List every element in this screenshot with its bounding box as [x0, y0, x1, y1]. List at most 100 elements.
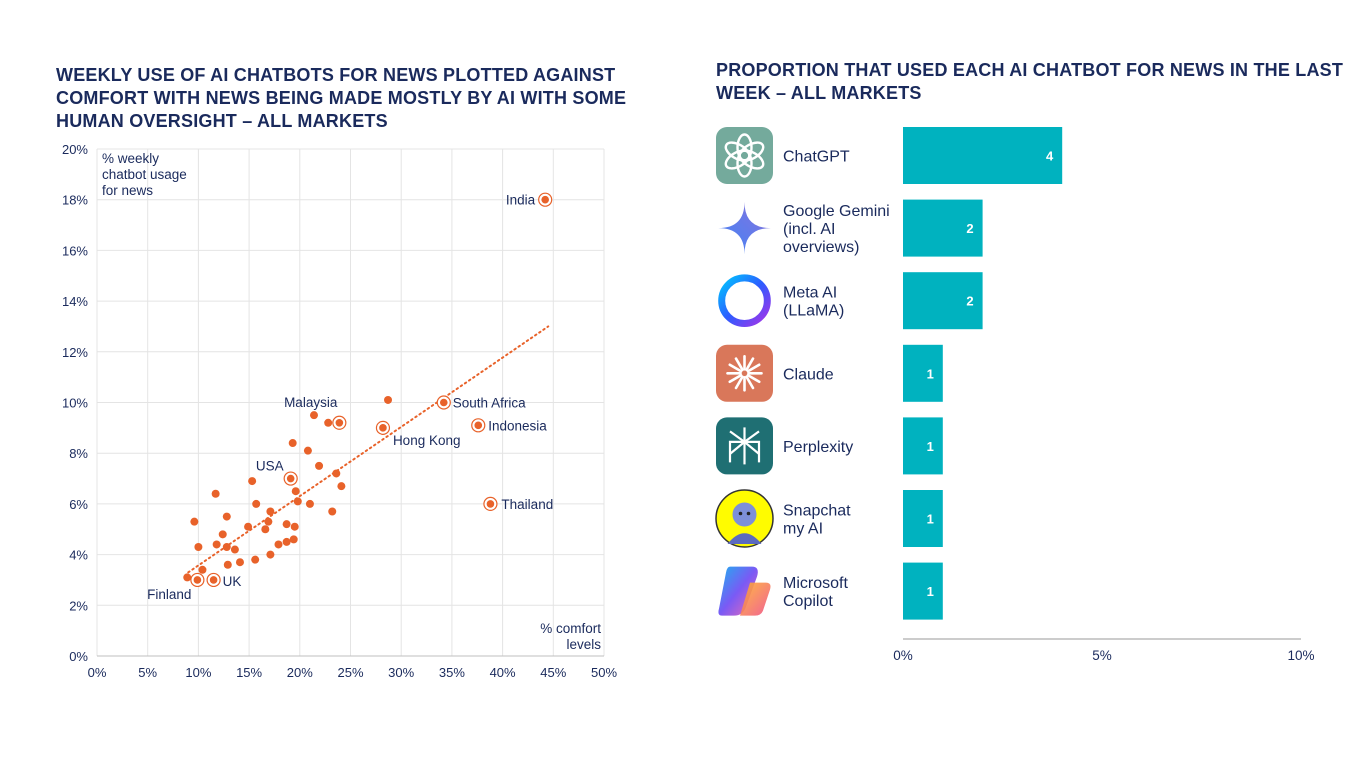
bar-chart-title: PROPORTION THAT USED EACH AI CHATBOT FOR…: [716, 60, 1344, 103]
data-point: [291, 487, 300, 496]
data-point: [198, 565, 207, 574]
bar-category-label: ChatGPT: [783, 149, 850, 166]
data-point: [337, 482, 346, 491]
x-tick-label: 0%: [88, 665, 107, 680]
y-tick-label: 10%: [62, 396, 88, 411]
bar-category-label: overviews): [783, 239, 859, 256]
data-point: [235, 558, 244, 567]
highlighted-point: [286, 474, 295, 483]
point-label: Finland: [147, 587, 191, 602]
perplexity-icon: [716, 417, 773, 475]
point-label: South Africa: [453, 396, 526, 411]
bar-category-label: Claude: [783, 366, 834, 383]
x-tick-label: 35%: [439, 665, 465, 680]
point-label: UK: [223, 574, 242, 589]
bar-value-label: 1: [927, 439, 934, 454]
y-tick-label: 16%: [62, 243, 88, 258]
highlighted-point: [486, 500, 495, 508]
trendline: [187, 325, 550, 574]
chatgpt-icon: [716, 127, 773, 184]
data-point: [293, 497, 302, 506]
data-point: [305, 499, 314, 508]
gemini-icon: [718, 201, 771, 255]
bar-category-label: (LLaMA): [783, 303, 844, 320]
bar-category-label: (incl. AI: [783, 221, 835, 238]
x-tick-label: 5%: [1092, 648, 1112, 663]
data-point: [252, 499, 261, 508]
data-point: [332, 469, 341, 478]
bar-chart: ChatGPT 4 Google Gemini(incl. AIoverviews)…: [715, 127, 1315, 663]
claude-icon: [716, 344, 773, 402]
x-tick-label: 45%: [540, 665, 566, 680]
data-point: [282, 520, 291, 529]
x-tick-label: 10%: [185, 665, 211, 680]
bar: [903, 490, 943, 547]
x-axis-title-line: levels: [566, 637, 601, 652]
y-tick-label: 6%: [69, 497, 88, 512]
data-point: [230, 545, 239, 554]
data-point: [212, 540, 221, 549]
bar-value-label: 1: [927, 366, 934, 381]
y-axis-title-line: % weekly: [102, 151, 159, 166]
scatter-chart-title: WEEKLY USE OF AI CHATBOTS FOR NEWS PLOTT…: [56, 65, 627, 131]
bar-category-label: Copilot: [783, 593, 833, 610]
data-point: [315, 461, 324, 470]
data-point: [324, 418, 333, 427]
y-tick-label: 18%: [62, 193, 88, 208]
data-point: [222, 512, 231, 521]
highlighted-point: [335, 418, 344, 427]
data-point: [290, 522, 299, 531]
bar: [903, 272, 983, 330]
point-label: Thailand: [501, 497, 553, 512]
data-point: [266, 550, 275, 559]
bar-category-label: Google Gemini: [783, 203, 890, 220]
y-tick-label: 20%: [62, 142, 88, 157]
x-tick-label: 15%: [236, 665, 262, 680]
data-point: [248, 477, 257, 486]
data-point: [274, 540, 283, 549]
x-tick-label: 25%: [337, 665, 363, 680]
data-point: [289, 535, 298, 544]
y-axis-title-line: for news: [102, 183, 153, 198]
bar: [903, 417, 943, 475]
y-tick-label: 14%: [62, 294, 88, 309]
bar: [903, 562, 943, 620]
point-label: India: [506, 193, 536, 208]
bar-category-label: Snapchat: [783, 503, 851, 520]
y-tick-label: 4%: [69, 548, 88, 563]
bar-category-label: Meta AI: [783, 285, 837, 302]
data-point: [222, 542, 231, 551]
data-point: [261, 525, 270, 534]
data-point: [266, 507, 275, 516]
data-point: [223, 560, 232, 569]
data-point: [211, 489, 220, 498]
data-point: [264, 517, 273, 526]
bar-category-label: Perplexity: [783, 439, 853, 456]
bar: [903, 199, 983, 257]
data-point: [244, 522, 253, 531]
bar-value-label: 2: [966, 221, 973, 236]
data-point: [288, 439, 297, 448]
data-point: [384, 395, 393, 404]
highlighted-point: [541, 195, 549, 204]
y-tick-label: 0%: [69, 649, 88, 664]
x-tick-label: 20%: [287, 665, 313, 680]
y-tick-label: 8%: [69, 446, 88, 461]
x-tick-label: 30%: [388, 665, 414, 680]
x-tick-label: 5%: [138, 665, 157, 680]
data-point: [282, 537, 291, 546]
bar-value-label: 1: [927, 512, 934, 527]
y-axis-title-line: chatbot usage: [102, 167, 187, 182]
data-point: [328, 507, 337, 516]
data-point: [303, 446, 312, 455]
scatter-chart: 0% 5% 10% 15% 20% 25% 30% 35% 40% 45% 50% 0% 2% 4% 6% 8…: [62, 142, 617, 680]
data-point: [309, 411, 318, 420]
y-tick-label: 12%: [62, 345, 88, 360]
copilot-icon: [718, 566, 771, 616]
bar: [903, 127, 1063, 184]
highlighted-point: [474, 421, 483, 430]
bar-value-label: 4: [1046, 149, 1054, 164]
data-point: [183, 573, 192, 582]
data-point: [251, 555, 260, 564]
highlighted-point: [193, 576, 202, 584]
